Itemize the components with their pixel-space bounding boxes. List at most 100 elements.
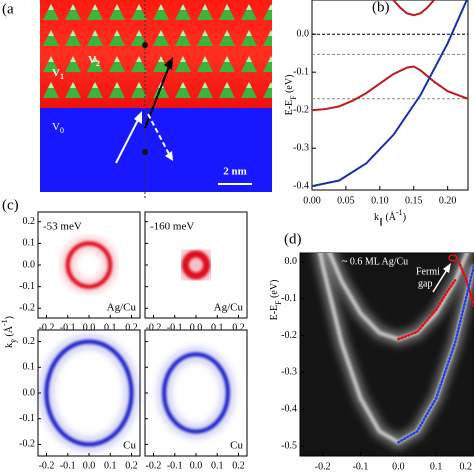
arrow-head xyxy=(165,151,173,161)
x-tick-label: -0.1 xyxy=(167,322,183,333)
map-title: -53 meV xyxy=(43,221,82,233)
frame xyxy=(299,252,474,457)
y-tick-label: -0.3 xyxy=(281,367,297,378)
x-tick-label: 0.05 xyxy=(337,195,355,206)
y-axis-label-part: -1 xyxy=(0,319,9,326)
x-tick-label: -0.2 xyxy=(146,460,162,471)
map-ring xyxy=(162,352,230,434)
y-tick-label: -0.3 xyxy=(293,142,309,153)
y-tick-label: -0.4 xyxy=(293,180,309,191)
band-line xyxy=(312,0,468,188)
map-tag: Ag/Cu xyxy=(214,302,244,314)
map-tag: Cu xyxy=(230,440,243,452)
y-tick-label: -0.1 xyxy=(281,293,297,304)
x-tick-label: 0.0 xyxy=(190,460,203,471)
x-tick-label: 0.2 xyxy=(125,460,138,471)
map-ring xyxy=(181,250,211,280)
y-axis-label: E-EF (eV) xyxy=(284,75,298,116)
y-tick-label: 0.0 xyxy=(23,259,36,270)
x-tick-label: 0.1 xyxy=(211,460,224,471)
x-tick-label: 0.15 xyxy=(405,195,423,206)
arrow-head xyxy=(134,111,142,124)
x-tick-label: -0.2 xyxy=(39,460,55,471)
x-axis-label-part: ∥ xyxy=(379,217,383,226)
x-axis-label: k∥ (Å-1) xyxy=(374,208,406,226)
y-tick-label: -0.4 xyxy=(281,404,297,415)
x-tick-label: 0.1 xyxy=(211,322,224,333)
y-axis-label-part: E-E xyxy=(284,100,295,116)
band-line xyxy=(312,65,468,112)
x-tick-label: -0.2 xyxy=(39,322,55,333)
v1-label: V1 xyxy=(52,67,64,82)
x-tick-label: -0.2 xyxy=(315,461,331,472)
y-tick-label: -0.2 xyxy=(19,303,35,314)
y-tick-label: -0.1 xyxy=(19,413,35,424)
map-ring xyxy=(44,339,134,447)
y-axis-label-part: (eV) xyxy=(269,280,280,301)
fit-line xyxy=(397,264,474,444)
atoms xyxy=(40,0,272,108)
fit-line xyxy=(457,260,474,308)
y-tick-label: 0.0 xyxy=(23,387,36,398)
x-tick-label: 0.10 xyxy=(371,195,389,206)
x-tick-label: 0.0 xyxy=(83,322,96,333)
x-tick-label: -0.1 xyxy=(353,461,369,472)
map-title: -160 meV xyxy=(150,221,194,233)
y-tick-label: 0.2 xyxy=(23,216,36,227)
x-tick-label: 0.20 xyxy=(439,195,457,206)
band xyxy=(327,253,470,342)
x-tick-label: -0.2 xyxy=(146,322,162,333)
y-tick-label: -0.2 xyxy=(281,330,297,341)
map-bg xyxy=(37,211,141,319)
y-axis-label-part: k xyxy=(4,343,15,348)
y-tick-label: 0.2 xyxy=(23,336,36,347)
plot-d xyxy=(313,253,474,451)
x-tick-label: -0.1 xyxy=(60,322,76,333)
y-axis-label: E-EF (eV) xyxy=(269,280,283,321)
x-axis-label-part: -1 xyxy=(396,208,403,217)
band-line xyxy=(392,0,435,17)
x-tick-label: 0.2 xyxy=(125,322,138,333)
arrow-head xyxy=(164,57,173,70)
y-tick-label: -0.2 xyxy=(293,104,309,115)
y-tick-label: 0.0 xyxy=(297,28,310,39)
dot xyxy=(142,149,148,155)
y-axis-label: kȳ (Å-1) xyxy=(0,316,18,348)
y-tick-label: -0.1 xyxy=(19,281,35,292)
x-tick-label: 0.2 xyxy=(232,460,245,471)
v1-label-part: V xyxy=(52,67,60,79)
scale-text: 2 nm xyxy=(223,166,247,178)
x-tick-label: 0.0 xyxy=(190,322,203,333)
x-tick-label: 0.1 xyxy=(104,322,117,333)
map-tag: Ag/Cu xyxy=(107,302,137,314)
panel-label: (c) xyxy=(2,197,19,213)
fit-line xyxy=(397,279,457,341)
v2-label: V2 xyxy=(88,54,100,69)
y-axis-label-part: (eV) xyxy=(284,75,295,96)
y-tick-label: 0.1 xyxy=(23,362,36,373)
x-tick-label: 0.1 xyxy=(430,461,443,472)
map-bg xyxy=(37,329,141,457)
x-axis-label-part: ) xyxy=(403,212,406,223)
y-tick-label: -0.1 xyxy=(293,66,309,77)
v0-label: V0 xyxy=(52,121,64,136)
gap-label: gap xyxy=(418,278,432,289)
x-tick-label: 0.1 xyxy=(104,460,117,471)
y-axis-label-part: (Å xyxy=(3,325,15,339)
frame xyxy=(311,0,469,191)
panel-label: (b) xyxy=(372,0,390,15)
y-tick-label: -0.5 xyxy=(281,440,297,451)
y-axis-label-part: F xyxy=(289,95,298,100)
v1-label-part: 1 xyxy=(60,72,64,81)
v0-label-part: 0 xyxy=(60,126,64,135)
note: ~ 0.6 ML Ag/Cu xyxy=(342,256,408,267)
arrow xyxy=(115,117,140,164)
x-tick-label: 0.2 xyxy=(232,322,245,333)
x-tick-label: -0.1 xyxy=(167,460,183,471)
x-tick-label: 0.2 xyxy=(460,461,473,472)
x-tick-label: 0.0 xyxy=(392,461,405,472)
gap-marker xyxy=(448,254,458,262)
v2-label-part: V xyxy=(88,54,96,66)
map-ring xyxy=(65,241,113,289)
